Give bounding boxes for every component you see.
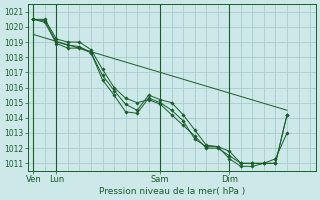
- X-axis label: Pression niveau de la mer( hPa ): Pression niveau de la mer( hPa ): [99, 187, 245, 196]
